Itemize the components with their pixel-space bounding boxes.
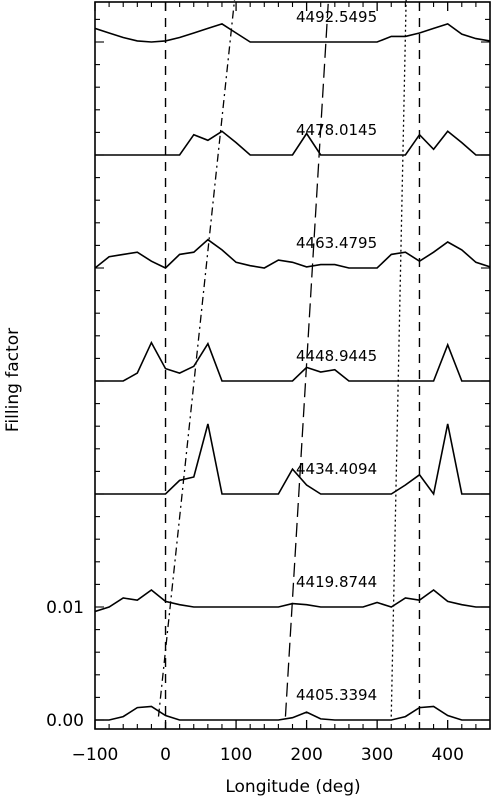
x-tick-label: 100 xyxy=(220,745,252,765)
x-tick-label: 400 xyxy=(431,745,463,765)
series-line-4419.8744 xyxy=(95,588,490,613)
series-line-4405.3394 xyxy=(95,705,490,721)
x-tick-label: 300 xyxy=(361,745,393,765)
x-tick-label: 0 xyxy=(160,745,171,765)
series-line-4448.9445 xyxy=(95,340,490,382)
series-line-4478.0145 xyxy=(95,130,490,156)
epoch-label: 4448.9445 xyxy=(296,347,377,365)
epoch-label: 4492.5495 xyxy=(296,8,377,26)
trend-line-dash-dot xyxy=(157,0,236,717)
epoch-label: 4405.3394 xyxy=(296,686,377,704)
trend-line-long-dash xyxy=(284,0,330,717)
series-line-4463.4795 xyxy=(95,238,490,269)
x-tick-label: −100 xyxy=(72,745,119,765)
x-axis-label: Longitude (deg) xyxy=(225,777,360,797)
epoch-label: 4463.4795 xyxy=(296,234,377,252)
plot-frame xyxy=(94,1,491,730)
series-line-4434.4094 xyxy=(95,423,490,496)
epoch-label: 4478.0145 xyxy=(296,121,377,139)
y-tick-label: 0.01 xyxy=(46,598,84,618)
y-axis-label: Filling factor xyxy=(3,328,23,432)
series-line-4492.5495 xyxy=(95,23,490,43)
epoch-label: 4419.8744 xyxy=(296,573,377,591)
y-tick-label: 0.00 xyxy=(46,711,84,731)
epoch-label: 4434.4094 xyxy=(296,460,377,478)
trend-line-dotted xyxy=(390,0,407,717)
x-tick-label: 200 xyxy=(290,745,322,765)
